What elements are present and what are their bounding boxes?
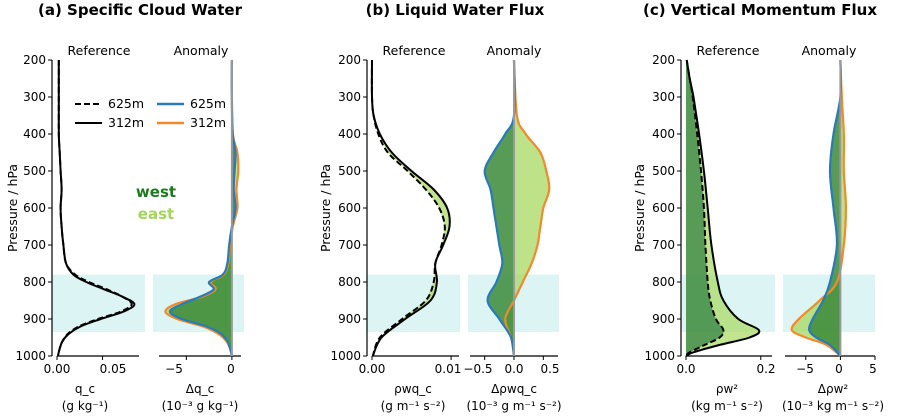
region-label-west: west: [136, 183, 176, 201]
x-tick-label: 0.00: [44, 362, 71, 376]
x-axis-label: ρw²: [716, 382, 738, 396]
y-tick-label: 800: [23, 275, 46, 289]
x-axis-unit: (10⁻³ g m⁻¹ s⁻²): [466, 399, 561, 413]
panel-title-b: (b) Liquid Water Flux: [366, 1, 545, 19]
x-axis-unit: (g kg⁻¹): [62, 399, 109, 413]
y-tick-label: 600: [338, 201, 361, 215]
x-axis-label: Δρwq_c: [491, 382, 537, 396]
y-tick-label: 200: [652, 53, 675, 67]
series-line-312m: [685, 59, 761, 357]
x-axis-unit: (10⁻³ g kg⁻¹): [162, 399, 239, 413]
x-tick-label: 0.2: [756, 362, 775, 376]
x-tick-label: −5: [796, 362, 814, 376]
y-axis-label-b: Pressure / hPa: [318, 164, 333, 252]
series-line-625m: [808, 59, 842, 357]
x-tick-label: 0.00: [359, 362, 386, 376]
east-fill-area: [505, 60, 550, 356]
series-line-312m: [370, 59, 451, 357]
x-tick-label: 0.5: [540, 362, 559, 376]
panel-title-c: (c) Vertical Momentum Flux: [643, 1, 877, 19]
y-tick-label: 300: [338, 90, 361, 104]
y-tick-label: 400: [23, 127, 46, 141]
x-tick-label: −5: [165, 362, 183, 376]
y-tick-label: 700: [23, 238, 46, 252]
x-tick-label: 0.0: [676, 362, 695, 376]
y-tick-label: 200: [338, 53, 361, 67]
x-tick-label: 0: [835, 362, 843, 376]
series-line-312m: [790, 59, 848, 357]
legend-label-dashed: 625m: [108, 96, 144, 111]
y-tick-label: 400: [338, 127, 361, 141]
x-tick-label: −0.5: [463, 362, 492, 376]
subtitle-reference-c: Reference: [697, 43, 760, 58]
y-tick-label: 400: [652, 127, 675, 141]
y-tick-label: 800: [652, 275, 675, 289]
subtitle-anomaly-a: Anomaly: [174, 43, 229, 58]
x-axis-label: Δq_c: [186, 382, 214, 396]
y-tick-label: 900: [23, 312, 46, 326]
y-tick-label: 1000: [644, 349, 675, 363]
y-tick-label: 700: [652, 238, 675, 252]
y-axis-label-a: Pressure / hPa: [5, 164, 20, 252]
west-fill-area: [484, 60, 515, 356]
legend-label-solid: 312m: [108, 115, 144, 130]
subtitle-anomaly-b: Anomaly: [487, 43, 542, 58]
panel-title-a: (a) Specific Cloud Water: [38, 1, 243, 19]
y-tick-label: 700: [338, 238, 361, 252]
west-fill-area: [169, 60, 236, 356]
x-axis-label: q_c: [75, 382, 95, 396]
x-axis-label: Δρw²: [818, 382, 849, 396]
x-tick-label: 0: [227, 362, 235, 376]
y-tick-label: 500: [652, 164, 675, 178]
y-tick-label: 900: [652, 312, 675, 326]
y-tick-label: 200: [23, 53, 46, 67]
x-axis-label: ρwq_c: [394, 382, 432, 396]
legend-label-orange: 312m: [190, 115, 226, 130]
x-axis-unit: (kg m⁻¹ s⁻²): [691, 399, 763, 413]
y-tick-label: 800: [338, 275, 361, 289]
y-tick-label: 300: [23, 90, 46, 104]
y-axis-label-c: Pressure / hPa: [632, 164, 647, 252]
y-tick-label: 1000: [330, 349, 361, 363]
y-tick-label: 900: [338, 312, 361, 326]
x-tick-label: 5: [869, 362, 877, 376]
region-label-east: east: [138, 205, 174, 223]
series-line-312m: [56, 60, 136, 357]
series-line-312m: [504, 59, 551, 357]
chart-data-layer: 200 300 400 500 600 700 800 900 1000 200 300 400 500…: [15, 53, 876, 363]
subtitle-reference-b: Reference: [383, 43, 446, 58]
series-line-625m: [483, 59, 516, 357]
shaded-band: [367, 274, 460, 332]
x-axis-unit: (g m⁻¹ s⁻²): [381, 399, 446, 413]
series-line-625m: [685, 59, 725, 357]
series-line-625m: [168, 59, 237, 357]
y-tick-label: 600: [23, 201, 46, 215]
shaded-band: [52, 274, 145, 332]
subtitle-anomaly-c: Anomaly: [802, 43, 857, 58]
west-fill-area: [686, 60, 724, 356]
x-tick-label: 0.05: [100, 362, 127, 376]
subtitle-reference-a: Reference: [68, 43, 131, 58]
y-tick-label: 500: [338, 164, 361, 178]
y-tick-label: 500: [23, 164, 46, 178]
y-tick-label: 300: [652, 90, 675, 104]
x-tick-label: 0.01: [435, 362, 462, 376]
x-tick-label: 0.0: [504, 362, 523, 376]
y-tick-label: 600: [652, 201, 675, 215]
x-axis-unit: (10⁻³ kg m⁻¹ s⁻²): [782, 399, 884, 413]
west-fill-area: [809, 60, 841, 356]
legend-label-blue: 625m: [190, 96, 226, 111]
y-tick-label: 1000: [15, 349, 46, 363]
